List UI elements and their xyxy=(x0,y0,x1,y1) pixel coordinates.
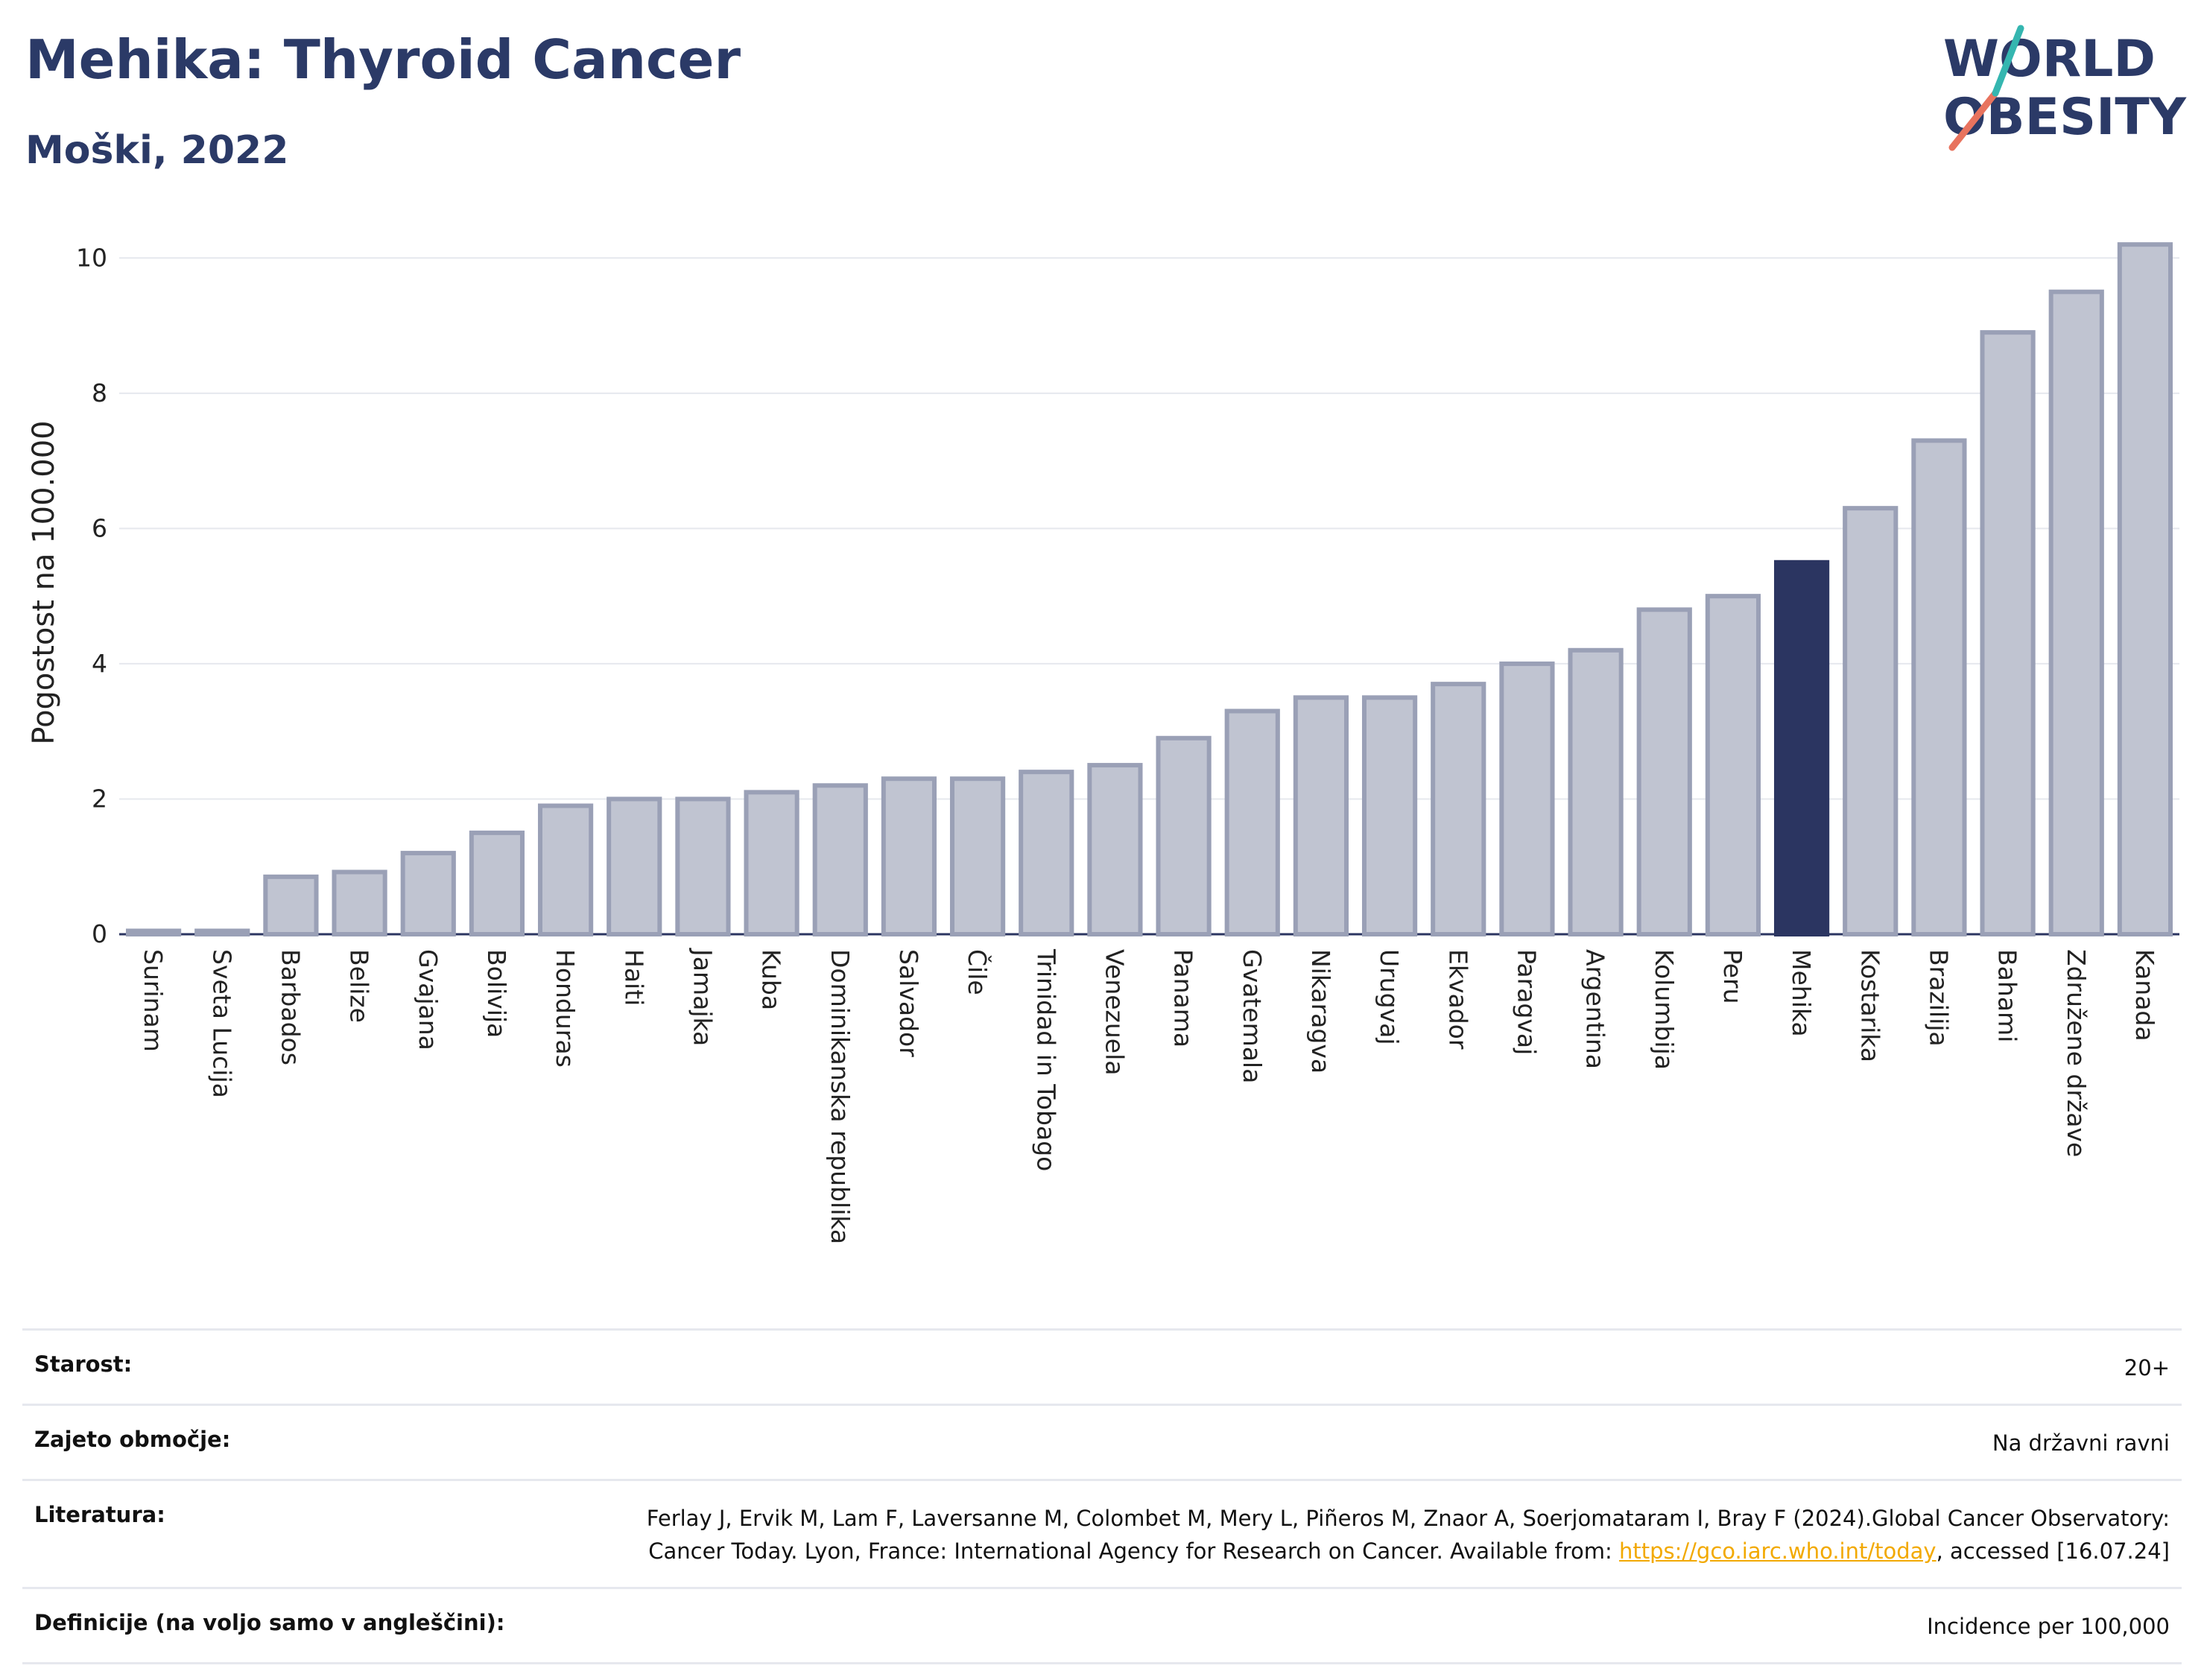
x-category-label: Haiti xyxy=(619,949,648,1006)
coverage-value: Na državni ravni xyxy=(1992,1430,2170,1456)
bar-argentina xyxy=(1568,647,1624,936)
bar-belize xyxy=(332,869,387,936)
logo-slash-teal xyxy=(1992,25,2024,97)
y-tick-label: 2 xyxy=(92,784,107,813)
x-category-label: Argentina xyxy=(1581,949,1610,1069)
bar-haiti xyxy=(607,796,662,937)
info-row-age: Starost: 20+ xyxy=(22,1331,2182,1406)
logo-line1: WORLD xyxy=(1943,30,2156,89)
x-category-label: Brazilija xyxy=(1924,949,1953,1047)
x-category-label: Bahami xyxy=(1993,949,2022,1042)
bar-mehika xyxy=(1773,560,1830,936)
definitions-value: Incidence per 100,000 xyxy=(1927,1614,2170,1639)
literature-value: Ferlay J, Ervik M, Lam F, Laversanne M, … xyxy=(568,1502,2170,1568)
x-category-label: Dominikanska republika xyxy=(826,949,855,1244)
bar-kolumbija xyxy=(1636,607,1692,936)
age-value: 20+ xyxy=(2124,1355,2170,1381)
bar-brazilija xyxy=(1911,438,1967,936)
x-category-label: Kanada xyxy=(2130,949,2159,1042)
bar-kostarika xyxy=(1843,506,1899,936)
world-obesity-logo: WORLD OBESITY xyxy=(1943,25,2187,151)
y-tick-label: 4 xyxy=(92,649,107,678)
bar-honduras xyxy=(537,803,594,936)
bar-trinidad-in-tobago xyxy=(1019,770,1074,937)
grid-lines xyxy=(119,257,2179,936)
x-category-label: Sveta Lucija xyxy=(207,949,236,1098)
info-row-definitions: Definicije (na voljo samo v angleščini):… xyxy=(22,1589,2182,1664)
bar-sveta-lucija xyxy=(194,928,250,937)
bar-jamajka xyxy=(675,796,731,937)
x-category-label: Paragvaj xyxy=(1512,949,1541,1055)
x-category-label: Nikaragva xyxy=(1306,949,1335,1074)
x-category-label: Peru xyxy=(1718,949,1747,1004)
x-category-label: Venezuela xyxy=(1100,949,1129,1075)
x-category-label: Honduras xyxy=(551,949,580,1068)
bar-nikaragva xyxy=(1293,695,1349,936)
bar-čile xyxy=(949,776,1006,936)
chart-title: Mehika: Thyroid Cancer xyxy=(25,28,741,91)
bar-chart: 0 2 4 6 8 10 Surinam Sveta Lucija Barbados Beliz… xyxy=(27,242,2179,1244)
literature-accessed: , accessed [16.07.24] xyxy=(1936,1538,2170,1564)
x-category-label: Surinam xyxy=(139,949,168,1052)
bar-panama xyxy=(1156,735,1212,936)
chart-subtitle: Moški, 2022 xyxy=(25,128,289,173)
bar-dominikanska-republika xyxy=(812,783,868,936)
x-category-label: Trinidad in Tobago xyxy=(1031,948,1060,1171)
bar-kanada xyxy=(2117,242,2173,936)
x-category-label: Panama xyxy=(1169,949,1198,1047)
x-category-label: Združene države xyxy=(2062,949,2091,1157)
x-category-label: Jamajka xyxy=(688,948,717,1046)
x-category-label: Mehika xyxy=(1787,949,1816,1037)
info-row-coverage: Zajeto območje: Na državni ravni xyxy=(22,1406,2182,1481)
x-category-label: Kostarika xyxy=(1855,949,1884,1062)
bar-združene-države xyxy=(2048,289,2104,936)
bar-barbados xyxy=(263,874,319,936)
literature-text: Ferlay J, Ervik M, Lam F, Laversanne M, … xyxy=(646,1506,2170,1564)
x-category-label: Barbados xyxy=(276,949,305,1065)
x-category-labels: Surinam Sveta Lucija Barbados Belize Gvajana… xyxy=(139,948,2159,1244)
bar-paragvaj xyxy=(1499,661,1555,937)
bars xyxy=(125,242,2173,937)
x-category-label: Gvatemala xyxy=(1238,949,1267,1083)
y-tick-label: 6 xyxy=(92,513,107,542)
bar-peru xyxy=(1705,594,1761,937)
x-category-label: Bolivija xyxy=(482,949,511,1038)
y-tick-label: 0 xyxy=(92,919,107,948)
literature-link[interactable]: https://gco.iarc.who.int/today xyxy=(1618,1538,1937,1564)
age-label: Starost: xyxy=(34,1351,133,1377)
info-table: Starost: 20+ Zajeto območje: Na državni … xyxy=(22,1328,2182,1664)
y-axis-title: Pogostost na 100.000 xyxy=(27,420,61,744)
bar-ekvador xyxy=(1431,682,1486,937)
bar-venezuela xyxy=(1087,763,1143,936)
bar-surinam xyxy=(125,928,182,937)
x-category-label: Belize xyxy=(345,949,374,1023)
x-category-label: Kuba xyxy=(757,949,786,1010)
bar-kuba xyxy=(744,790,799,937)
y-tick-label: 10 xyxy=(76,243,107,272)
x-category-label: Gvajana xyxy=(414,949,443,1050)
literature-label: Literatura: xyxy=(34,1502,165,1527)
x-category-label: Čile xyxy=(963,949,992,995)
y-tick-label: 8 xyxy=(92,378,107,408)
coverage-label: Zajeto območje: xyxy=(34,1427,231,1452)
bar-bahami xyxy=(1980,330,2036,936)
bar-gvajana xyxy=(400,851,456,936)
logo-slash-coral xyxy=(1948,89,1999,151)
x-category-label: Ekvador xyxy=(1443,949,1472,1050)
x-category-label: Urugvaj xyxy=(1375,949,1404,1045)
y-tick-labels: 0 2 4 6 8 10 xyxy=(76,243,107,948)
bar-gvatemala xyxy=(1224,709,1280,936)
bar-bolivija xyxy=(469,830,525,936)
x-category-label: Kolumbija xyxy=(1650,949,1679,1070)
x-category-label: Salvador xyxy=(894,949,923,1057)
bar-urugvaj xyxy=(1361,695,1418,936)
info-row-literature: Literatura: Ferlay J, Ervik M, Lam F, La… xyxy=(22,1481,2182,1589)
bar-salvador xyxy=(881,776,937,936)
logo-line2: OBESITY xyxy=(1943,88,2187,147)
definitions-label: Definicije (na voljo samo v angleščini): xyxy=(34,1610,505,1635)
